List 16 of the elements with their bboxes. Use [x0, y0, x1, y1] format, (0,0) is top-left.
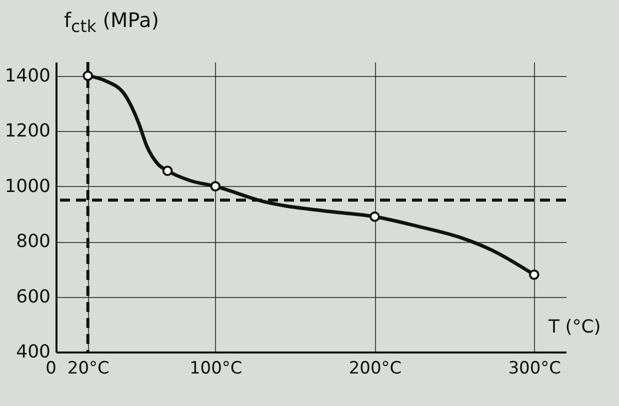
point — [82, 70, 94, 81]
x-axis-title: T (°C) — [548, 316, 601, 338]
y-tick-label: 1400 — [4, 65, 50, 86]
y-tick-label: 1200 — [4, 120, 50, 142]
y-tick-label: 600 — [16, 286, 50, 308]
y-axis-title: f$_{ctk}$ (MPa) — [64, 8, 160, 36]
x-tick-label: 300°C — [508, 358, 562, 378]
point — [162, 166, 173, 176]
x-tick-label: 20°C — [67, 358, 110, 378]
x-tick-label: 100°C — [189, 358, 242, 378]
point — [370, 211, 380, 222]
point — [528, 269, 540, 280]
point — [210, 181, 221, 192]
y-tick-label: 800 — [16, 231, 50, 252]
x-tick-label: 200°C — [348, 358, 402, 378]
y-tick-label: 1000 — [4, 176, 50, 197]
